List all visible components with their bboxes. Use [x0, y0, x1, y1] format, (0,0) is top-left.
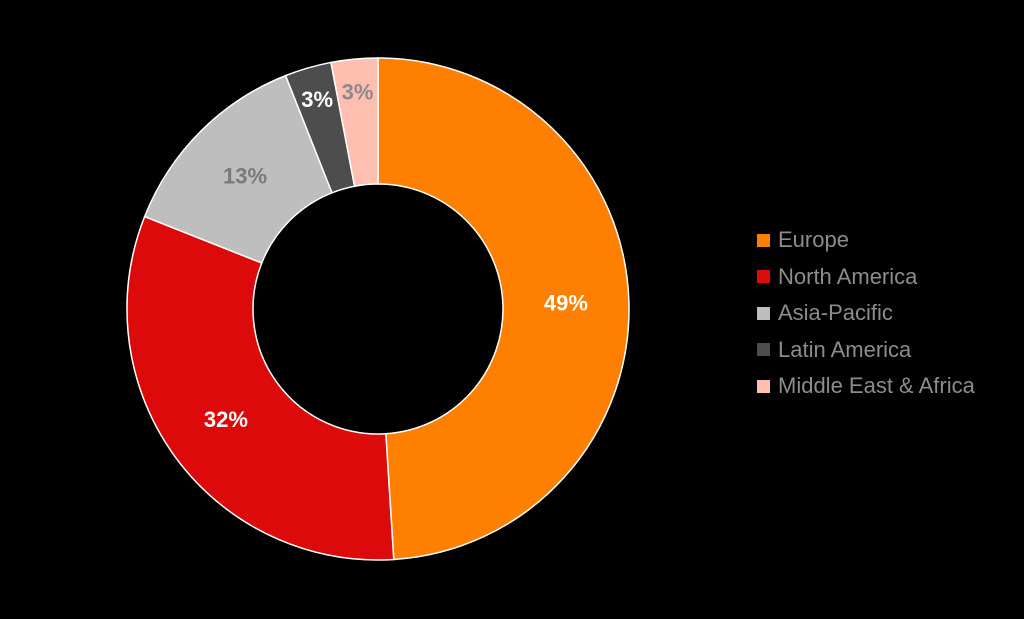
- legend-item-latin-america: Latin America: [757, 332, 975, 369]
- data-label-europe: 49%: [544, 291, 588, 316]
- slice-north-america: [126, 215, 395, 561]
- legend-item-north-america: North America: [757, 259, 975, 296]
- legend-item-europe: Europe: [757, 222, 975, 259]
- legend-swatch: [757, 270, 770, 284]
- data-label-latin-america: 3%: [301, 87, 333, 112]
- legend-swatch: [757, 306, 770, 320]
- legend: Europe North America Asia-Pacific Latin …: [757, 222, 975, 405]
- legend-item-middle-east-africa: Middle East & Africa: [757, 368, 975, 405]
- slice-middle-east-africa: [330, 57, 379, 188]
- legend-item-asia-pacific: Asia-Pacific: [757, 295, 975, 332]
- legend-swatch: [757, 233, 770, 247]
- legend-swatch: [757, 379, 770, 393]
- legend-label: Middle East & Africa: [778, 373, 975, 399]
- data-label-asia-pacific: 13%: [223, 164, 267, 189]
- data-label-north-america: 32%: [204, 407, 248, 432]
- legend-label: North America: [778, 263, 918, 289]
- slice-asia-pacific: [143, 74, 333, 264]
- slice-europe: [377, 57, 630, 561]
- data-label-middle-east-africa: 3%: [342, 79, 374, 104]
- legend-label: Europe: [778, 227, 849, 253]
- legend-label: Latin America: [778, 336, 912, 362]
- legend-label: Asia-Pacific: [778, 300, 893, 326]
- legend-swatch: [757, 343, 770, 357]
